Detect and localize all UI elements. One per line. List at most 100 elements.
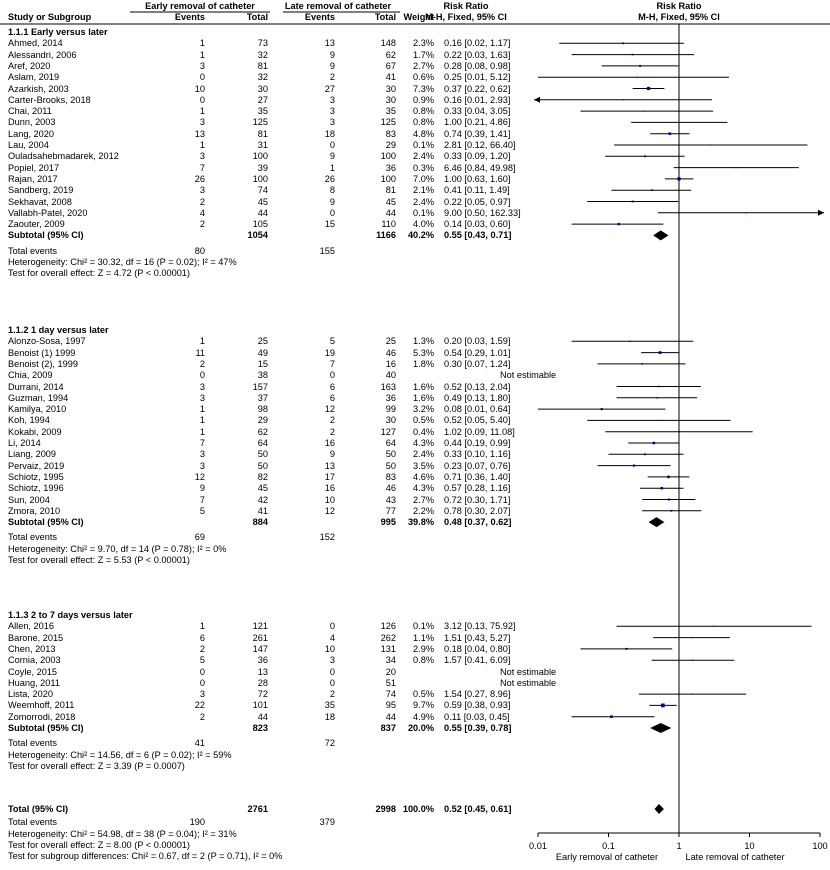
events-late: 16	[324, 483, 335, 494]
total-events-early: 80	[194, 245, 205, 256]
ci-arrow-left	[534, 96, 540, 103]
point-estimate-marker	[658, 385, 660, 388]
total-early: 81	[257, 60, 268, 71]
subtotal-total-early: 884	[252, 517, 268, 528]
study-name: Barone, 2015	[8, 632, 64, 643]
overall-effect-text: Test for overall effect: Z = 5.53 (P < 0…	[8, 555, 190, 565]
study-name: Sandberg, 2019	[8, 185, 74, 196]
total-early: 100	[252, 151, 268, 162]
subtotal-total-late: 1166	[376, 230, 396, 241]
study-name: Carter-Brooks, 2018	[8, 94, 91, 105]
total-late: 67	[385, 60, 396, 71]
total-diamond	[654, 804, 664, 814]
study-name: Weemhoff, 2011	[8, 700, 75, 711]
events-early: 3	[199, 117, 205, 128]
total-early: 64	[257, 438, 268, 448]
point-estimate-marker	[629, 340, 631, 342]
events-late: 9	[329, 151, 335, 162]
total-early: 31	[257, 140, 268, 150]
ci-value: 0.30 [0.07, 1.24]	[444, 358, 511, 369]
favours-late-label: Late removal of catheter	[685, 852, 785, 862]
weight-value: 2.4%	[413, 196, 434, 207]
total-late: 20	[385, 666, 396, 677]
events-late: 7	[329, 358, 335, 369]
events-early: 7	[199, 162, 205, 173]
x-tick-label: 0.01	[529, 841, 547, 851]
events-early: 3	[199, 381, 205, 392]
ci-value: 3.12 [0.13, 75.92]	[444, 621, 516, 632]
events-early: 13	[194, 128, 205, 139]
events-late: 17	[324, 471, 335, 482]
events-early: 0	[199, 94, 205, 105]
total-late: 81	[385, 185, 396, 196]
study-name: Lang, 2020	[8, 128, 54, 139]
grand-events-early: 190	[189, 817, 205, 828]
total-early: 62	[257, 426, 268, 437]
total-early: 98	[257, 404, 268, 415]
ci-value: 0.28 [0.08, 0.98]	[444, 60, 511, 71]
weight-value: 0.8%	[413, 655, 434, 666]
weight-value: 1.8%	[413, 358, 434, 369]
subgroup-differences-text: Test for subgroup differences: Chi² = 0.…	[8, 851, 283, 862]
method-plot-header: M-H, Fixed, 95% CI	[638, 12, 720, 22]
study-name: Benoist (1) 1999	[8, 347, 76, 358]
study-name: Aslam, 2019	[8, 72, 60, 83]
overall-effect-text: Test for overall effect: Z = 3.39 (P = 0…	[8, 760, 185, 771]
events-early: 1	[199, 336, 205, 347]
total-early: 32	[257, 49, 268, 60]
subtotal-total-early: 1054	[247, 230, 268, 241]
events-early: 7	[199, 494, 205, 505]
total-late: 83	[385, 128, 396, 139]
total-late: 46	[385, 483, 396, 494]
heterogeneity-text: Heterogeneity: Chi² = 30.32, df = 16 (P …	[8, 257, 237, 267]
point-estimate-marker	[656, 397, 658, 399]
ci-value: 0.33 [0.04, 3.05]	[444, 106, 511, 117]
events-late: 9	[329, 60, 335, 71]
late-group-header: Late removal of catheter	[284, 1, 392, 11]
weight-value: 2.7%	[413, 60, 434, 71]
point-estimate-marker	[668, 132, 672, 136]
ci-value: 0.23 [0.07, 0.76]	[444, 460, 511, 471]
events-early: 1	[199, 621, 205, 632]
events-late: 0	[329, 666, 335, 677]
total-early: 27	[257, 94, 268, 105]
events-early: 1	[199, 38, 205, 49]
grand-overall-effect-text: Test for overall effect: Z = 8.00 (P < 0…	[8, 839, 190, 850]
subgroup-title: 1.1.3 2 to 7 days versus later	[8, 610, 133, 620]
total-early: 32	[257, 72, 268, 83]
subtotal-weight: 40.2%	[407, 230, 434, 241]
total-early: 37	[257, 392, 268, 403]
ci-value: 0.78 [0.30, 2.07]	[444, 505, 511, 516]
total-early: 41	[257, 505, 268, 516]
subtotal-total-late: 995	[380, 517, 396, 528]
ci-value: 0.59 [0.38, 0.93]	[444, 700, 511, 711]
ci-arrow-right	[818, 209, 824, 216]
ci-value: 0.74 [0.39, 1.41]	[444, 128, 511, 139]
weight-header: Weight	[403, 12, 434, 22]
subtotal-diamond	[653, 230, 669, 241]
total-late: 45	[385, 196, 396, 207]
ci-value: 0.37 [0.22, 0.62]	[444, 83, 511, 94]
subtotal-diamond	[648, 517, 665, 528]
weight-value: 0.8%	[413, 106, 434, 117]
events-early: 3	[199, 460, 205, 471]
ci-value: 0.33 [0.10, 1.16]	[444, 449, 511, 460]
ci-value: Not estimable	[500, 370, 557, 381]
total-late: 126	[380, 621, 396, 632]
weight-value: 0.5%	[413, 689, 434, 700]
total-late: 40	[385, 370, 396, 381]
events-late: 0	[329, 370, 335, 381]
point-estimate-marker	[652, 441, 656, 445]
total-early: 261	[252, 632, 268, 643]
ci-value: 0.25 [0.01, 5.12]	[444, 72, 511, 83]
weight-value: 0.1%	[413, 207, 434, 218]
events-early: 0	[199, 677, 205, 688]
grand-events-label: Total events	[8, 817, 58, 828]
point-estimate-marker	[631, 200, 634, 203]
events-late: 9	[329, 449, 335, 460]
subtotal-diamond	[650, 723, 672, 733]
x-tick-label: 0.1	[602, 841, 615, 851]
study-name: Lau, 2004	[8, 140, 49, 150]
total-early: 45	[257, 196, 268, 207]
total-late: 30	[385, 83, 396, 94]
